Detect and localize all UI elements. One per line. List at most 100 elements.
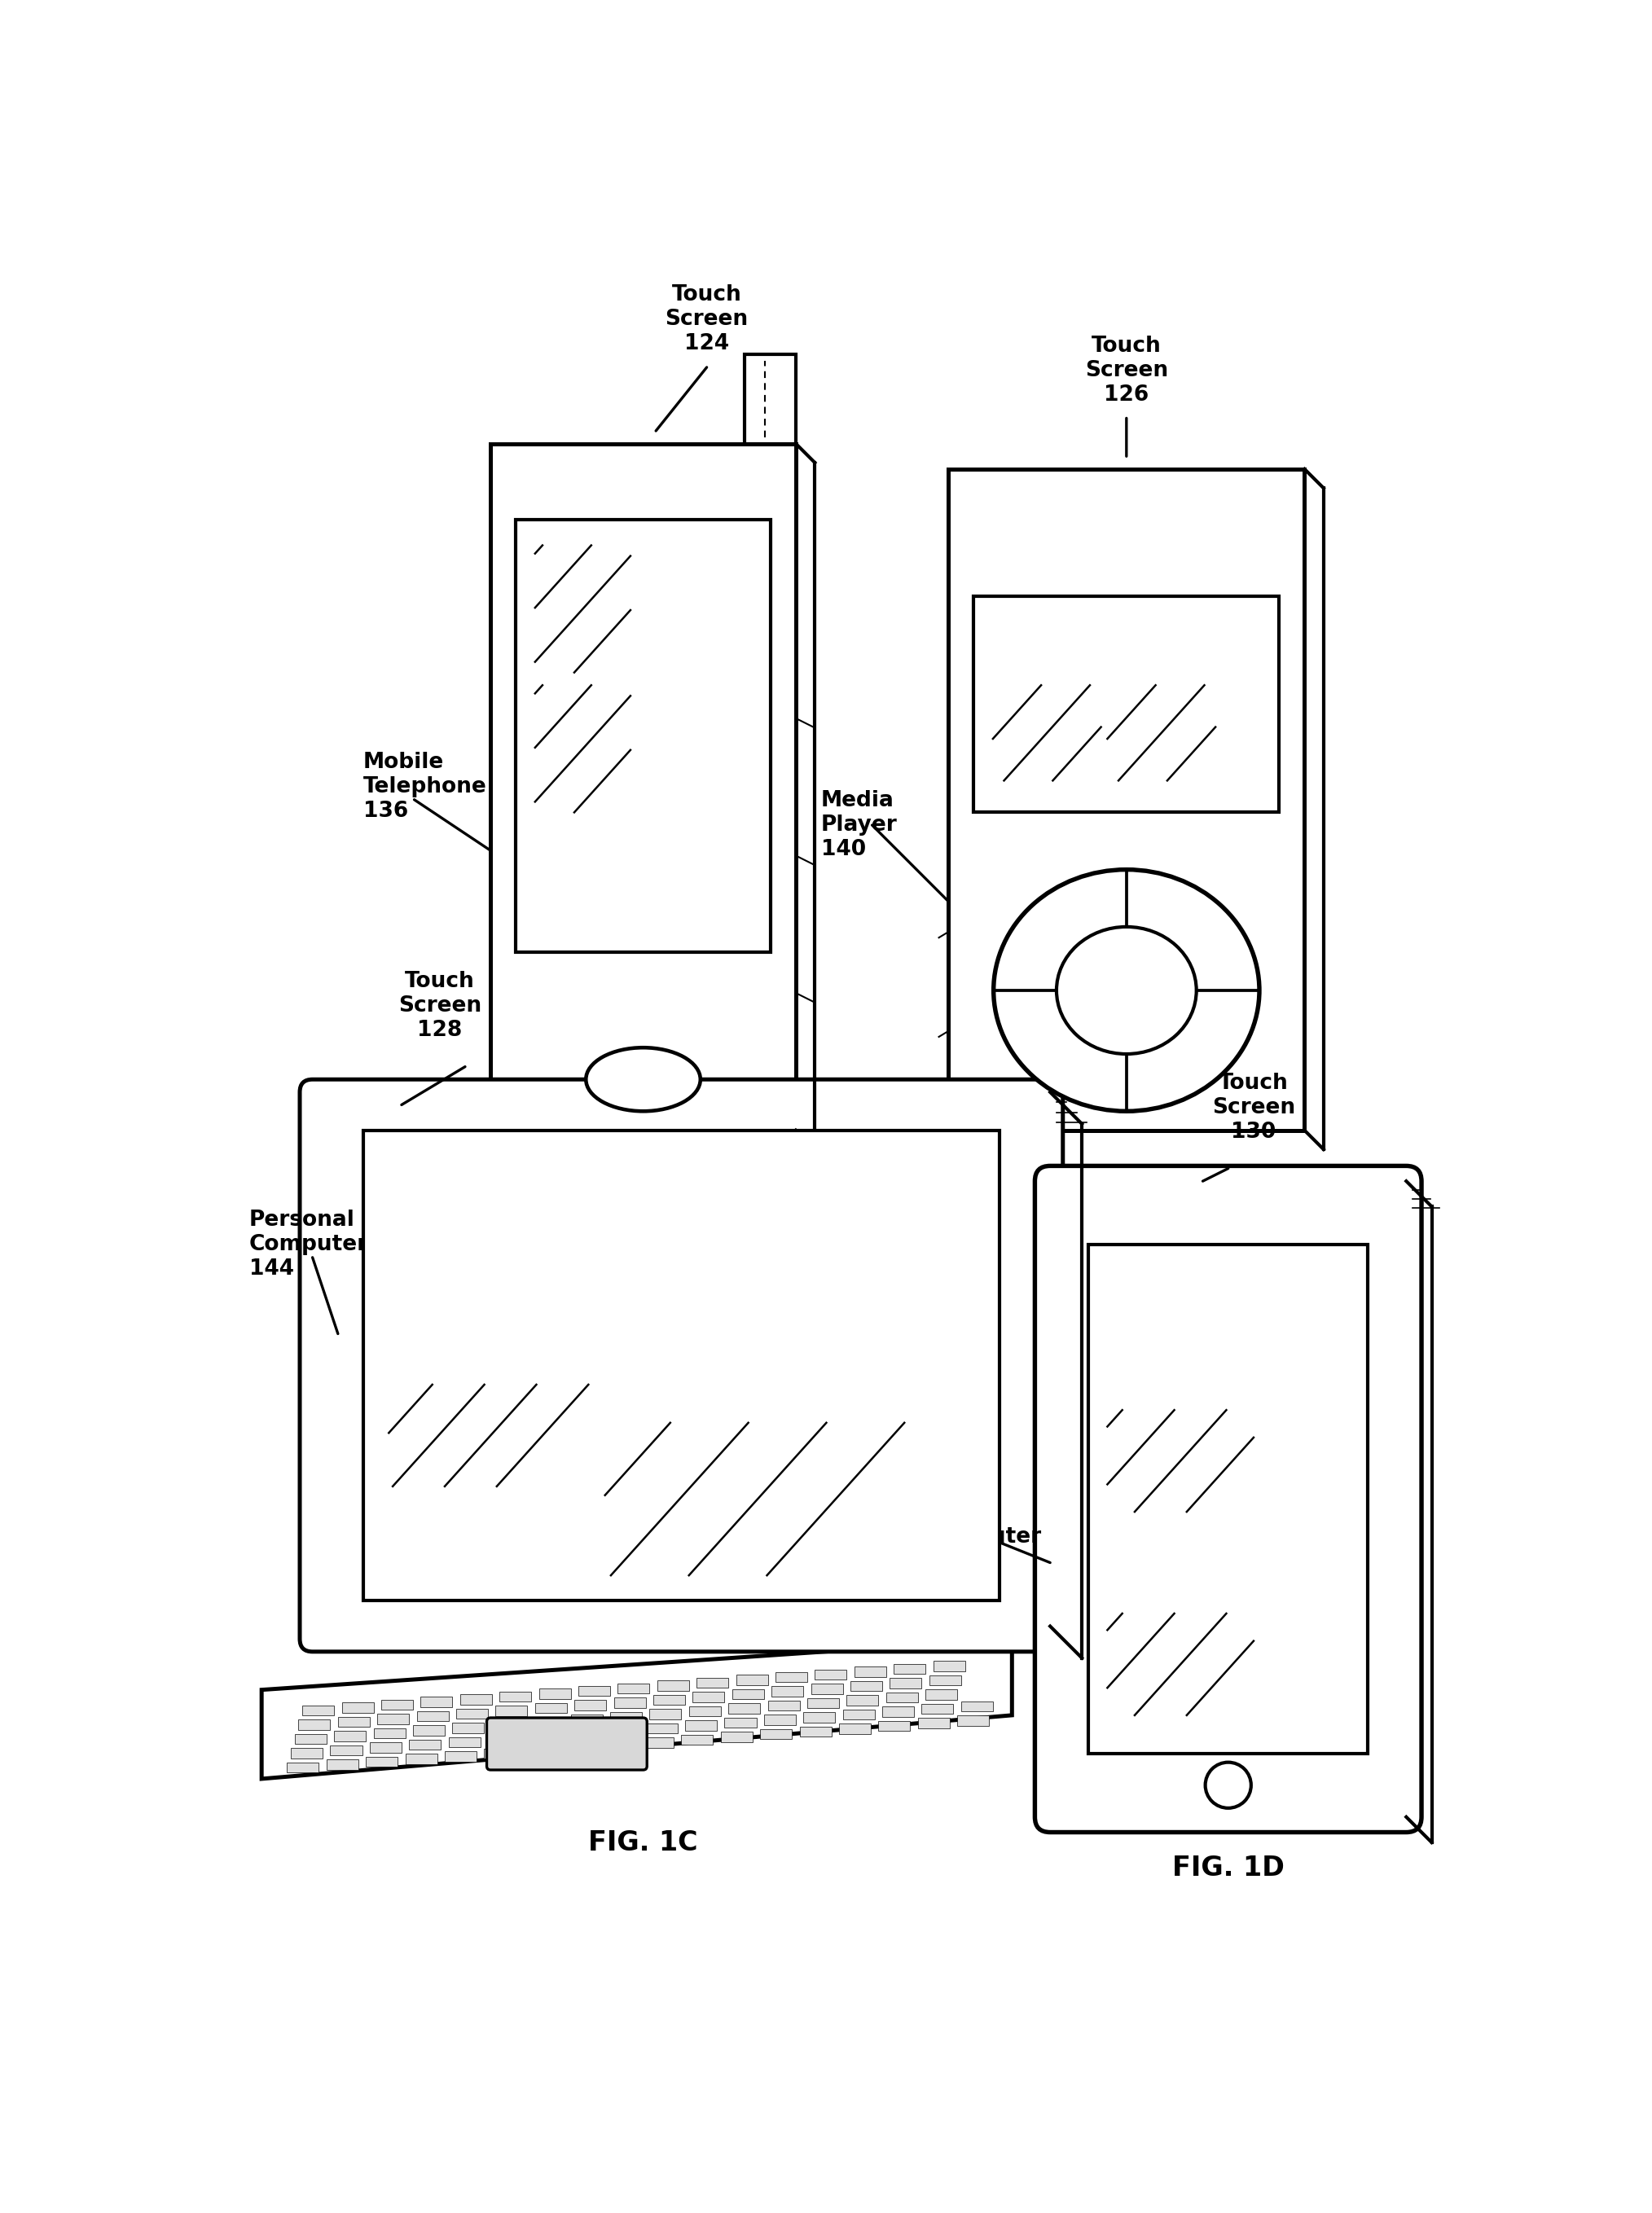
Polygon shape (459, 1695, 492, 1704)
Polygon shape (377, 1715, 410, 1724)
Polygon shape (365, 1757, 398, 1766)
Text: FIG. 1D: FIG. 1D (1171, 1854, 1284, 1881)
Polygon shape (729, 1704, 760, 1713)
Polygon shape (846, 1695, 879, 1706)
Polygon shape (681, 1735, 714, 1744)
Polygon shape (578, 1686, 610, 1695)
Ellipse shape (586, 1047, 700, 1111)
Polygon shape (405, 1755, 438, 1764)
Polygon shape (291, 1748, 322, 1757)
Polygon shape (410, 1739, 441, 1750)
Polygon shape (686, 1720, 717, 1731)
Polygon shape (851, 1682, 882, 1691)
Text: Touch
Screen
124: Touch Screen 124 (666, 285, 748, 354)
Polygon shape (302, 1706, 334, 1715)
Polygon shape (800, 1726, 831, 1737)
Polygon shape (524, 1746, 555, 1755)
Polygon shape (814, 1669, 847, 1680)
Polygon shape (618, 1684, 649, 1693)
Polygon shape (449, 1737, 481, 1748)
Text: Mobile
Telephone
136: Mobile Telephone 136 (363, 752, 487, 821)
Polygon shape (720, 1733, 753, 1742)
Polygon shape (342, 1702, 373, 1713)
Polygon shape (811, 1684, 843, 1693)
Polygon shape (689, 1706, 720, 1717)
Polygon shape (456, 1708, 487, 1720)
Polygon shape (535, 1704, 567, 1713)
Bar (973, 595, 1279, 812)
Polygon shape (382, 1700, 413, 1711)
Polygon shape (610, 1711, 643, 1722)
Polygon shape (957, 1715, 990, 1726)
FancyBboxPatch shape (1034, 1166, 1421, 1832)
Polygon shape (339, 1717, 370, 1726)
Text: Touch
Screen
128: Touch Screen 128 (398, 972, 481, 1042)
Polygon shape (373, 1728, 405, 1739)
Polygon shape (570, 1715, 603, 1724)
Polygon shape (615, 1697, 646, 1708)
Polygon shape (499, 1691, 532, 1702)
Polygon shape (775, 1673, 808, 1682)
Polygon shape (575, 1700, 606, 1711)
Bar (491, 443, 796, 1131)
Polygon shape (539, 1689, 570, 1700)
Polygon shape (771, 1686, 803, 1697)
Polygon shape (453, 1722, 484, 1733)
Polygon shape (732, 1689, 763, 1700)
Polygon shape (563, 1744, 595, 1753)
Polygon shape (933, 1662, 965, 1671)
Polygon shape (803, 1713, 836, 1722)
Polygon shape (287, 1762, 319, 1773)
FancyBboxPatch shape (299, 1080, 1062, 1651)
Polygon shape (725, 1717, 757, 1728)
Polygon shape (925, 1691, 957, 1700)
Polygon shape (532, 1717, 563, 1728)
Bar (363, 1131, 999, 1600)
Polygon shape (885, 1693, 919, 1702)
Text: Personal
Computer
144: Personal Computer 144 (249, 1211, 368, 1279)
Text: Tablet
Computer
148: Tablet Computer 148 (923, 1503, 1042, 1571)
Polygon shape (330, 1746, 362, 1755)
Polygon shape (606, 1726, 638, 1737)
Polygon shape (370, 1742, 401, 1753)
Ellipse shape (993, 870, 1259, 1111)
Polygon shape (299, 1720, 330, 1731)
Polygon shape (643, 1737, 674, 1748)
Polygon shape (484, 1748, 515, 1759)
Ellipse shape (1057, 927, 1196, 1053)
Polygon shape (808, 1697, 839, 1708)
Polygon shape (839, 1724, 871, 1733)
Text: Media
Player
140: Media Player 140 (821, 790, 897, 861)
Polygon shape (854, 1666, 885, 1677)
Polygon shape (327, 1759, 358, 1770)
Polygon shape (922, 1704, 953, 1715)
Polygon shape (421, 1697, 453, 1706)
Polygon shape (961, 1702, 993, 1711)
Bar (745, 354, 796, 443)
Polygon shape (737, 1675, 768, 1684)
Bar (1089, 1244, 1368, 1753)
Bar (948, 469, 1305, 1131)
Polygon shape (653, 1695, 686, 1704)
FancyBboxPatch shape (487, 1717, 648, 1770)
Polygon shape (919, 1717, 950, 1728)
Polygon shape (697, 1677, 729, 1689)
Polygon shape (649, 1708, 681, 1720)
Polygon shape (894, 1664, 925, 1673)
Polygon shape (444, 1750, 476, 1762)
Polygon shape (692, 1693, 725, 1702)
Bar (515, 520, 770, 952)
Polygon shape (657, 1680, 689, 1691)
Polygon shape (646, 1724, 677, 1733)
Polygon shape (890, 1677, 922, 1689)
Polygon shape (760, 1728, 791, 1739)
Text: FIG. 1C: FIG. 1C (588, 1828, 699, 1857)
Polygon shape (882, 1706, 914, 1717)
Text: Touch
Screen
126: Touch Screen 126 (1085, 336, 1168, 405)
Polygon shape (294, 1733, 327, 1744)
Polygon shape (334, 1731, 365, 1742)
Polygon shape (603, 1739, 634, 1750)
Polygon shape (843, 1708, 874, 1720)
Polygon shape (879, 1722, 910, 1731)
Text: Touch
Screen
130: Touch Screen 130 (1213, 1073, 1295, 1142)
